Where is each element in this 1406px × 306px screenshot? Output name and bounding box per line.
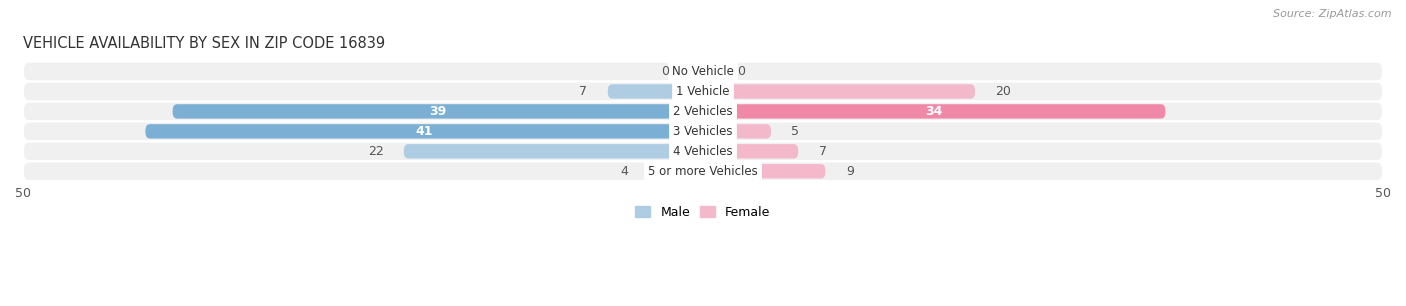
Text: No Vehicle: No Vehicle [672,65,734,78]
FancyBboxPatch shape [22,142,1384,161]
Text: 4: 4 [620,165,628,178]
Text: 0: 0 [661,65,669,78]
FancyBboxPatch shape [703,164,825,178]
Text: 41: 41 [415,125,433,138]
FancyBboxPatch shape [173,104,703,119]
Legend: Male, Female: Male, Female [630,201,776,224]
Text: 2 Vehicles: 2 Vehicles [673,105,733,118]
Text: 4 Vehicles: 4 Vehicles [673,145,733,158]
FancyBboxPatch shape [703,104,1166,119]
FancyBboxPatch shape [703,144,799,159]
Text: 20: 20 [995,85,1011,98]
Text: 7: 7 [579,85,588,98]
FancyBboxPatch shape [22,162,1384,181]
Text: 1 Vehicle: 1 Vehicle [676,85,730,98]
Text: 7: 7 [818,145,827,158]
Text: 9: 9 [846,165,853,178]
Text: 34: 34 [925,105,943,118]
Text: 5 or more Vehicles: 5 or more Vehicles [648,165,758,178]
Text: 3 Vehicles: 3 Vehicles [673,125,733,138]
FancyBboxPatch shape [145,124,703,139]
FancyBboxPatch shape [703,84,974,99]
Text: 5: 5 [792,125,800,138]
Text: Source: ZipAtlas.com: Source: ZipAtlas.com [1274,9,1392,19]
FancyBboxPatch shape [22,102,1384,121]
FancyBboxPatch shape [22,82,1384,101]
FancyBboxPatch shape [703,124,770,139]
Text: 0: 0 [737,65,745,78]
FancyBboxPatch shape [22,121,1384,141]
Text: 22: 22 [367,145,384,158]
FancyBboxPatch shape [404,144,703,159]
FancyBboxPatch shape [22,62,1384,81]
FancyBboxPatch shape [607,84,703,99]
FancyBboxPatch shape [648,164,703,178]
Text: VEHICLE AVAILABILITY BY SEX IN ZIP CODE 16839: VEHICLE AVAILABILITY BY SEX IN ZIP CODE … [22,36,385,51]
Text: 39: 39 [429,105,447,118]
